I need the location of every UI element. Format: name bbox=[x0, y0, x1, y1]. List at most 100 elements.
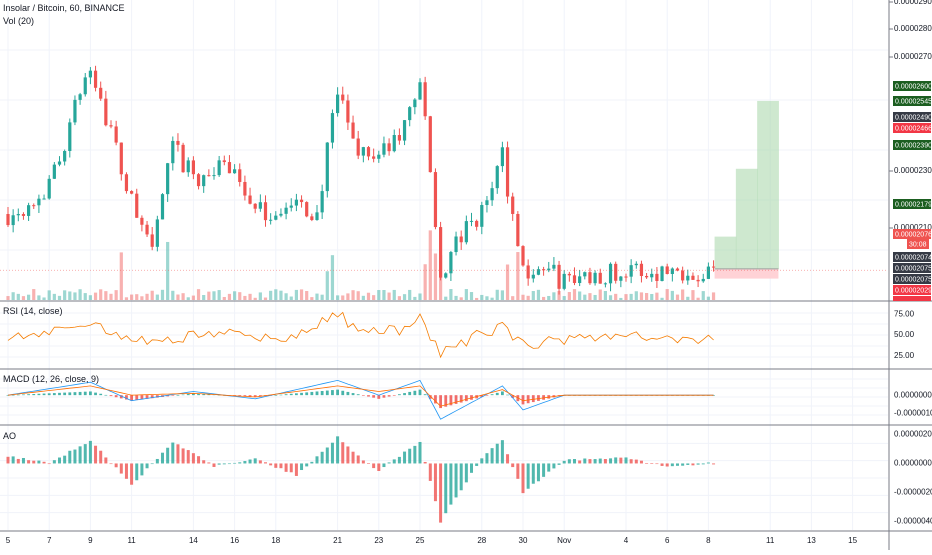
macd-histogram-bar bbox=[32, 394, 36, 396]
candle-body bbox=[485, 200, 489, 206]
rsi-title[interactable]: RSI (14, close) bbox=[3, 306, 63, 316]
macd-histogram-bar bbox=[480, 395, 484, 397]
ao-bar bbox=[104, 457, 108, 464]
ao-bar bbox=[392, 459, 396, 464]
ao-bar bbox=[382, 463, 386, 468]
ao-bar bbox=[387, 462, 391, 464]
macd-histogram-bar bbox=[320, 391, 324, 396]
macd-histogram-bar bbox=[150, 395, 154, 399]
candle-body bbox=[567, 273, 571, 276]
ao-bar bbox=[557, 463, 561, 465]
x-tick-label: 11 bbox=[127, 536, 136, 545]
volume-bar bbox=[202, 295, 206, 300]
ao-bar bbox=[521, 463, 525, 494]
volume-bar bbox=[377, 290, 381, 300]
macd-histogram-bar bbox=[464, 395, 468, 402]
ao-bar bbox=[367, 463, 370, 464]
ao-bar bbox=[73, 449, 77, 464]
price-label-bg bbox=[893, 140, 931, 150]
volume-bar bbox=[356, 291, 360, 300]
candles-layer[interactable] bbox=[0, 65, 888, 295]
candle-body bbox=[402, 120, 407, 141]
volume-bar bbox=[351, 290, 355, 300]
volume-bar bbox=[119, 252, 123, 300]
candle-body bbox=[196, 174, 201, 187]
candle-body bbox=[413, 99, 417, 108]
ao-bar bbox=[578, 460, 582, 464]
ao-bar bbox=[109, 463, 113, 465]
candle-body bbox=[341, 94, 345, 101]
ao-bar bbox=[598, 458, 602, 464]
ao-bar bbox=[310, 461, 314, 464]
ao-bar bbox=[83, 444, 87, 464]
candle-body bbox=[531, 274, 535, 279]
ao-bar bbox=[145, 463, 149, 469]
ao-title[interactable]: AO bbox=[3, 431, 17, 441]
ao-bar bbox=[42, 461, 46, 464]
macd-histogram-bar bbox=[439, 395, 442, 409]
candle-body bbox=[645, 275, 649, 278]
ao-bar bbox=[253, 458, 257, 464]
ao-bar bbox=[124, 463, 128, 479]
price-label-bg bbox=[893, 81, 931, 91]
macd-histogram-bar bbox=[6, 395, 10, 396]
volume-bar bbox=[464, 289, 468, 300]
candle-body bbox=[325, 142, 329, 192]
ao-bar bbox=[305, 463, 309, 467]
ao-bar bbox=[480, 458, 484, 464]
volume-bar bbox=[397, 296, 401, 300]
price-label: 0.00002029 bbox=[895, 287, 932, 294]
candle-body bbox=[16, 214, 20, 216]
candle-body bbox=[578, 276, 582, 284]
price-label: 30:08 bbox=[909, 241, 927, 248]
candle-body bbox=[629, 265, 633, 277]
macd-histogram-bar bbox=[197, 393, 200, 396]
volume-bar bbox=[93, 292, 98, 300]
x-tick-label: 30 bbox=[519, 536, 528, 545]
volume-bar bbox=[279, 290, 283, 300]
volume-title[interactable]: Vol (20) bbox=[3, 16, 35, 26]
symbol-title[interactable]: Insolar / Bitcoin, 60, BINANCE bbox=[3, 3, 125, 13]
candle-body bbox=[227, 162, 232, 174]
candle-body bbox=[83, 77, 87, 95]
candle-body bbox=[444, 273, 448, 278]
position-tool-layer[interactable] bbox=[714, 100, 779, 279]
y-tick-label: 0.00002100 bbox=[894, 223, 932, 232]
macd-title[interactable]: MACD (12, 26, close, 9) bbox=[3, 374, 100, 384]
candle-body bbox=[454, 236, 458, 253]
candle-body bbox=[6, 214, 10, 226]
candle-body bbox=[47, 178, 51, 199]
volume-bar bbox=[16, 293, 20, 300]
volume-bar bbox=[598, 289, 602, 300]
volume-bar bbox=[366, 292, 371, 300]
candle-body bbox=[490, 188, 494, 201]
volume-bar bbox=[614, 293, 618, 300]
ao-bar bbox=[351, 451, 355, 464]
candle-body bbox=[480, 205, 484, 227]
ao-bar bbox=[531, 463, 535, 484]
ao-bar bbox=[114, 463, 118, 468]
price-label-bg bbox=[907, 239, 929, 249]
volume-bar bbox=[253, 297, 257, 300]
macd-histogram-bar bbox=[181, 394, 185, 396]
ao-bar bbox=[150, 463, 154, 465]
profit-zone bbox=[757, 100, 779, 269]
volume-bar bbox=[521, 294, 525, 300]
price-label: 0.00002074 bbox=[895, 254, 932, 261]
price-label: 0.00002179 bbox=[895, 201, 932, 208]
candle-body bbox=[27, 205, 31, 216]
ao-bar bbox=[583, 458, 587, 464]
candle-body bbox=[511, 196, 515, 214]
x-tick-label: 13 bbox=[807, 536, 816, 545]
x-tick-label: 28 bbox=[477, 536, 486, 545]
macd-histogram-bar bbox=[248, 395, 252, 397]
macd-histogram-bar bbox=[63, 392, 67, 396]
candle-body bbox=[274, 215, 278, 220]
candle-body bbox=[572, 275, 577, 284]
x-tick-label: 18 bbox=[271, 536, 280, 545]
